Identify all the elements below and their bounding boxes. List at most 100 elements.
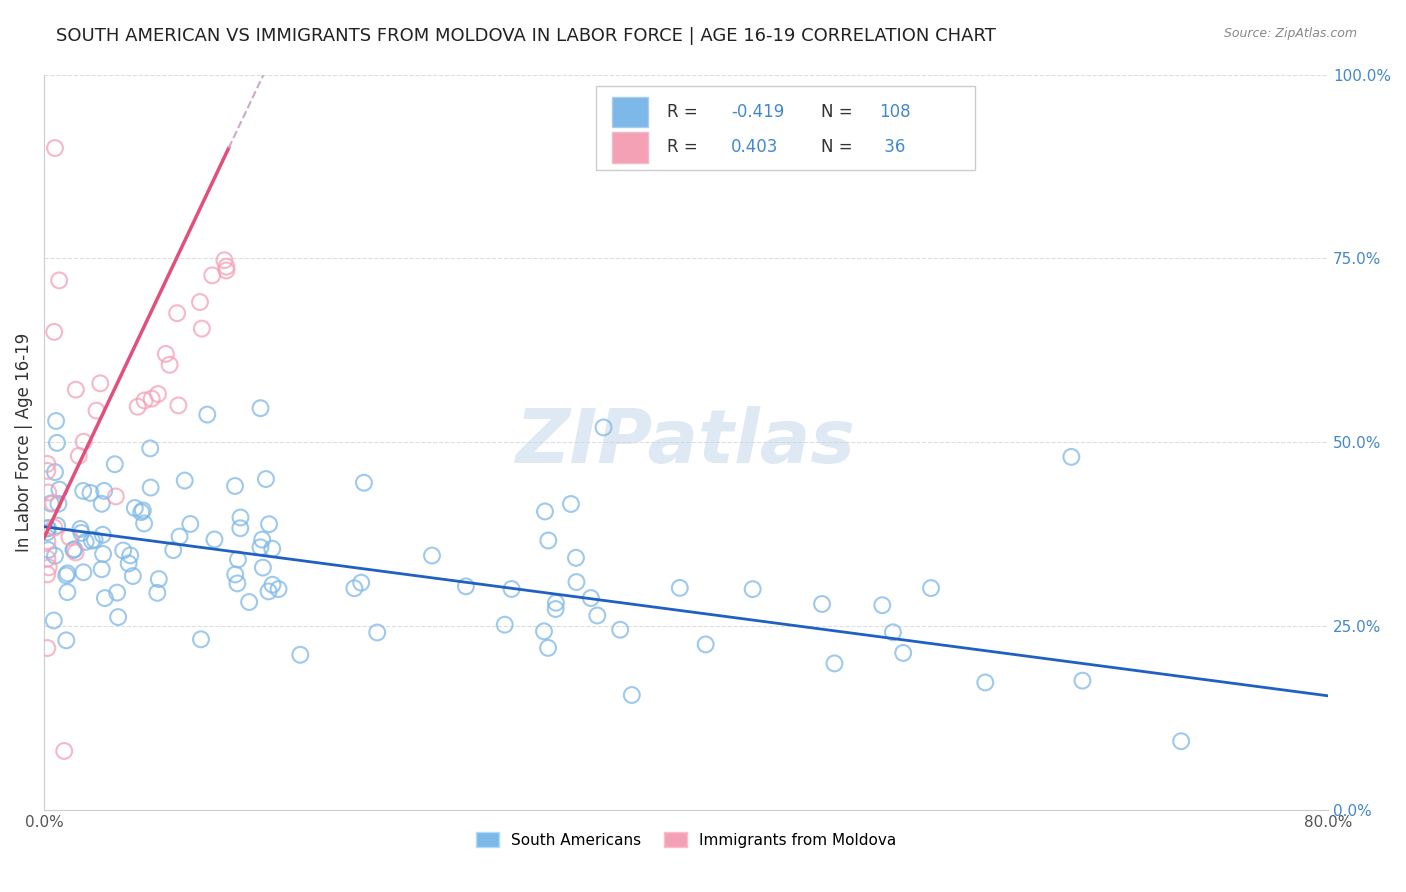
Point [579, 591, 602, 605]
Point [188, 295, 211, 310]
Point [366, 625, 388, 640]
Text: ZIPatlas: ZIPatlas [516, 406, 856, 479]
Point [252, 560, 274, 574]
Point [257, 584, 280, 599]
Point [72, 566, 94, 580]
Point [215, 260, 238, 274]
Point [823, 657, 845, 671]
Point [262, 541, 284, 556]
Point [267, 582, 290, 596]
Legend: South Americans, Immigrants from Moldova: South Americans, Immigrants from Moldova [470, 825, 903, 854]
Point [974, 675, 997, 690]
Point [1170, 734, 1192, 748]
Point [132, 503, 155, 517]
Point [609, 623, 631, 637]
Point [215, 263, 238, 277]
Point [91, 528, 114, 542]
Point [224, 479, 246, 493]
FancyBboxPatch shape [596, 86, 974, 170]
Point [44, 521, 66, 535]
Text: N =: N = [821, 103, 858, 121]
Point [146, 586, 169, 600]
Point [420, 549, 443, 563]
Point [534, 504, 557, 518]
Point [94, 591, 117, 605]
Point [42, 614, 65, 628]
Point [65, 383, 87, 397]
Text: Source: ZipAtlas.com: Source: ZipAtlas.com [1223, 27, 1357, 40]
Point [173, 474, 195, 488]
Point [37, 567, 59, 582]
Point [124, 501, 146, 516]
Point [37, 641, 59, 656]
Point [214, 253, 236, 268]
Point [89, 376, 111, 391]
Point [70, 525, 93, 540]
FancyBboxPatch shape [612, 132, 648, 162]
Point [537, 640, 560, 655]
Point [44, 141, 66, 155]
Point [544, 596, 567, 610]
Point [45, 414, 67, 428]
Point [105, 585, 128, 599]
Point [920, 581, 942, 595]
Point [224, 567, 246, 582]
Point [37, 521, 59, 535]
Point [226, 576, 249, 591]
Point [1060, 450, 1083, 464]
Point [201, 268, 224, 283]
Point [204, 533, 226, 547]
Point [42, 496, 65, 510]
Point [46, 436, 69, 450]
Point [120, 549, 142, 563]
Point [129, 505, 152, 519]
Point [121, 569, 143, 583]
Point [53, 744, 76, 758]
Point [48, 483, 70, 497]
Point [44, 325, 66, 339]
Point [37, 522, 59, 536]
Point [56, 585, 79, 599]
Point [882, 625, 904, 640]
Point [254, 472, 277, 486]
Point [79, 486, 101, 500]
Point [37, 464, 59, 478]
Text: N =: N = [821, 138, 858, 156]
Point [249, 541, 271, 555]
Point [159, 358, 181, 372]
Point [350, 575, 373, 590]
Point [191, 321, 214, 335]
Point [560, 497, 582, 511]
Point [104, 457, 127, 471]
Point [139, 442, 162, 456]
Point [72, 483, 94, 498]
Point [37, 543, 59, 558]
Point [127, 400, 149, 414]
Text: R =: R = [666, 103, 703, 121]
Point [226, 552, 249, 566]
Point [37, 534, 59, 549]
Point [262, 578, 284, 592]
Point [872, 598, 894, 612]
Point [586, 608, 609, 623]
Point [75, 534, 97, 549]
Text: R =: R = [666, 138, 703, 156]
Point [44, 465, 66, 479]
Point [565, 575, 588, 590]
Text: SOUTH AMERICAN VS IMMIGRANTS FROM MOLDOVA IN LABOR FORCE | AGE 16-19 CORRELATION: SOUTH AMERICAN VS IMMIGRANTS FROM MOLDOV… [56, 27, 995, 45]
Point [48, 497, 70, 511]
Point [141, 392, 163, 406]
Point [104, 490, 127, 504]
Point [148, 572, 170, 586]
Point [80, 533, 103, 548]
Point [62, 543, 84, 558]
Point [69, 522, 91, 536]
Point [811, 597, 834, 611]
Point [229, 521, 252, 535]
Point [353, 475, 375, 490]
Point [55, 633, 77, 648]
Point [37, 457, 59, 471]
Point [238, 595, 260, 609]
Point [544, 602, 567, 616]
Point [132, 516, 155, 531]
